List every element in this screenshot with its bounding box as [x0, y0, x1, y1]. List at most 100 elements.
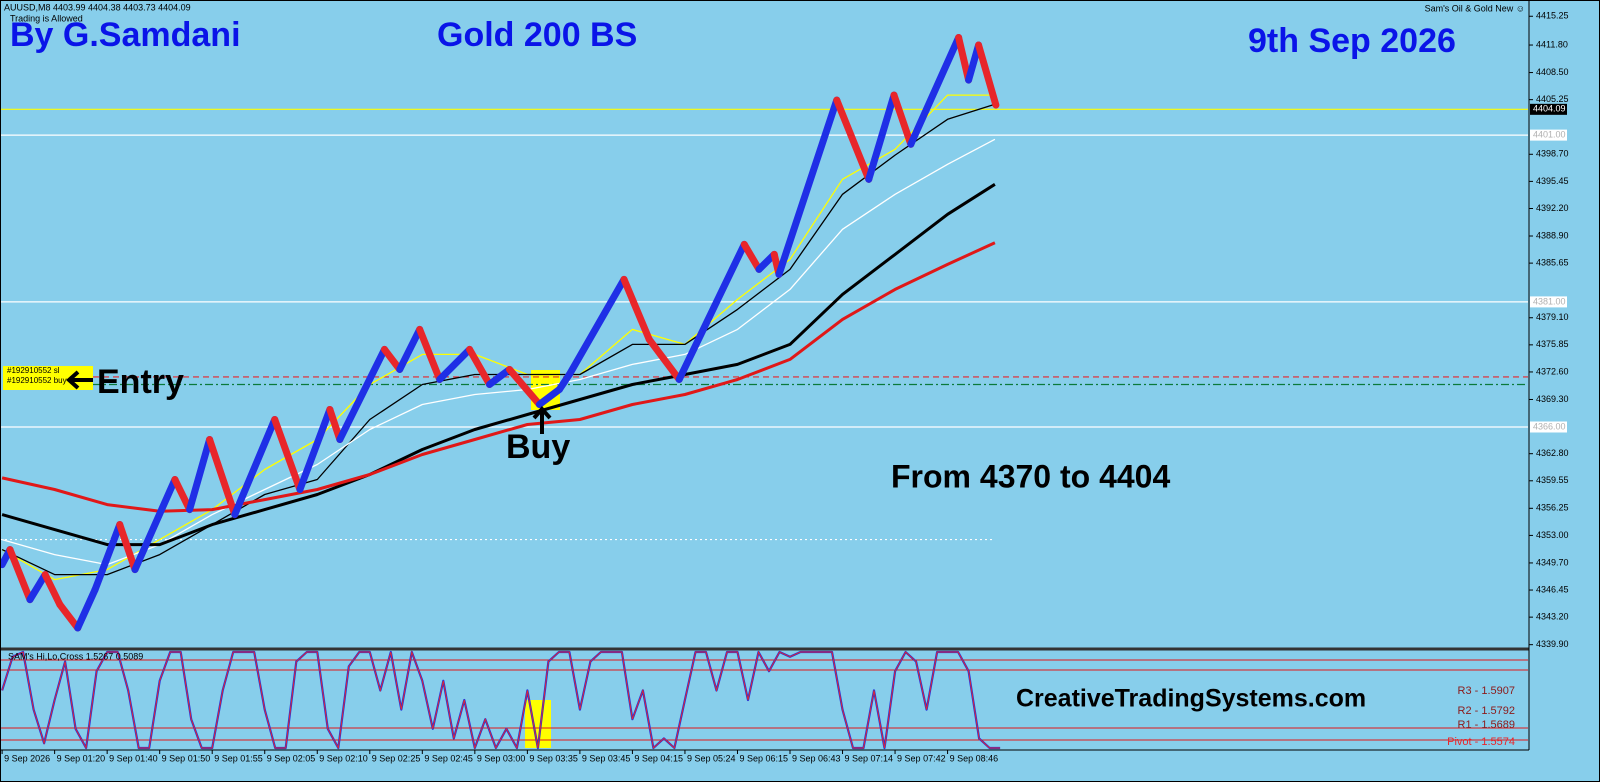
renko-segment: [56, 601, 82, 632]
site-name: CreativeTradingSystems.com: [1016, 685, 1366, 713]
order-label: #192910552 sl: [7, 366, 60, 375]
renko-segment: [975, 41, 1000, 109]
pivot-label: R3 - 1.5907: [1458, 685, 1515, 697]
chart-date: 9th Sep 2026: [1248, 22, 1456, 60]
price-level-label: 4381.00: [1533, 296, 1566, 306]
renko-segment: [231, 415, 279, 519]
y-tick-label: 4408.50: [1536, 67, 1569, 77]
x-tick-label: 9 Sep 07:14: [845, 753, 894, 763]
pivot-label: Pivot - 1.5574: [1447, 736, 1515, 748]
price-level-label: 4366.00: [1533, 421, 1566, 431]
y-tick-label: 4392.20: [1536, 203, 1569, 213]
buy-arrow: [532, 405, 552, 434]
entry-label: Entry: [97, 363, 184, 401]
renko-segment: [486, 365, 514, 388]
y-tick-label: 4398.70: [1536, 149, 1569, 159]
x-tick-label: 9 Sep 01:40: [109, 753, 158, 763]
trading-status: Trading is Allowed: [10, 13, 83, 23]
series-line: [1, 138, 996, 566]
pivot-label: R2 - 1.5792: [1458, 705, 1515, 717]
renko-segment: [26, 571, 49, 604]
renko-segment: [296, 405, 334, 494]
renko-segment: [907, 34, 963, 148]
renko-segment: [380, 345, 404, 373]
renko-segment: [271, 415, 304, 494]
price-level-box: [1530, 296, 1567, 308]
renko-segment: [955, 34, 973, 84]
renko-segment: [775, 96, 841, 278]
series-line-overlay: [1, 650, 1001, 750]
renko-segment: [131, 476, 179, 574]
renko-segment: [645, 335, 683, 383]
y-tick-label: 4395.45: [1536, 176, 1569, 186]
renko-segment: [171, 476, 194, 514]
y-tick-label: 4372.60: [1536, 366, 1569, 376]
renko-segment: [620, 275, 653, 343]
y-tick-label: 4369.30: [1536, 394, 1569, 404]
x-tick-label: 9 Sep 06:43: [792, 753, 841, 763]
renko-segment: [535, 385, 563, 408]
x-tick-label: 9 Sep 02:10: [319, 753, 368, 763]
renko-segment: [326, 405, 344, 444]
y-tick-label: 4375.85: [1536, 339, 1569, 349]
renko-segment: [396, 325, 424, 373]
x-tick-label: 9 Sep 02:25: [372, 753, 421, 763]
entry-arrow: [65, 370, 93, 390]
symbol-line: AUUSD,M8 4403.99 4404.38 4403.73 4404.09: [4, 2, 191, 12]
y-tick-label: 4405.25: [1536, 94, 1569, 104]
renko-segment: [6, 546, 34, 604]
x-tick-label: 9 Sep 01:50: [162, 753, 211, 763]
x-tick-label: 9 Sep 01:55: [214, 753, 263, 763]
y-tick-label: 4353.00: [1536, 530, 1569, 540]
y-tick-label: 4356.25: [1536, 503, 1569, 513]
x-tick-label: 9 Sep 06:15: [739, 753, 788, 763]
x-tick-label: 9 Sep 02:05: [267, 753, 316, 763]
renko-segment: [91, 521, 124, 594]
price-level-label: 4401.00: [1533, 129, 1566, 139]
x-tick-label: 9 Sep 01:20: [57, 753, 106, 763]
renko-segment: [186, 436, 214, 514]
renko-segment: [74, 586, 99, 632]
y-tick-label: 4346.45: [1536, 584, 1569, 594]
renko-segment: [675, 240, 748, 383]
y-tick-label: 4349.70: [1536, 557, 1569, 567]
renko-segment: [740, 240, 763, 273]
y-tick-label: 4379.10: [1536, 312, 1569, 322]
x-tick-label: 9 Sep 03:45: [582, 753, 631, 763]
x-tick-label: 9 Sep 07:42: [897, 753, 946, 763]
renko-segment: [116, 521, 139, 574]
x-tick-label: 9 Sep 05:24: [687, 753, 736, 763]
y-tick-label: 4359.55: [1536, 475, 1569, 485]
renko-segment: [865, 91, 898, 183]
y-tick-label: 4415.25: [1536, 11, 1569, 21]
renko-segment: [41, 571, 64, 609]
y-tick-label: 4388.90: [1536, 230, 1569, 240]
price-level-box: [1530, 421, 1567, 433]
y-tick-label: 4343.20: [1536, 612, 1569, 622]
x-tick-label: 9 Sep 02:45: [424, 753, 473, 763]
x-tick-label: 9 Sep 03:35: [529, 753, 578, 763]
buy-label: Buy: [506, 428, 570, 466]
renko-segment: [206, 436, 239, 519]
order-label: #192910552 buy: [7, 376, 67, 385]
renko-segment: [466, 345, 494, 388]
series-line: [1, 183, 996, 547]
x-tick-label: 9 Sep 08:46: [950, 753, 999, 763]
price-level-label: 4404.09: [1533, 104, 1566, 114]
renko-segment: [336, 345, 388, 444]
renko-segment: [833, 96, 873, 183]
chart-title: Gold 200 BS: [437, 16, 637, 54]
price-level-box: [1530, 129, 1567, 141]
renko-segment: [565, 275, 628, 378]
renko-segment: [890, 91, 915, 148]
renko-segment: [416, 325, 444, 383]
x-tick-label: 9 Sep 2026: [4, 753, 50, 763]
author: By G.Samdani: [10, 16, 241, 54]
y-tick-label: 4362.80: [1536, 448, 1569, 458]
range-note: From 4370 to 4404: [891, 458, 1170, 494]
oscillator-title: SAM's Hi,Lo,Cross 1.5267 0.5089: [8, 651, 143, 661]
y-tick-label: 4385.65: [1536, 257, 1569, 267]
